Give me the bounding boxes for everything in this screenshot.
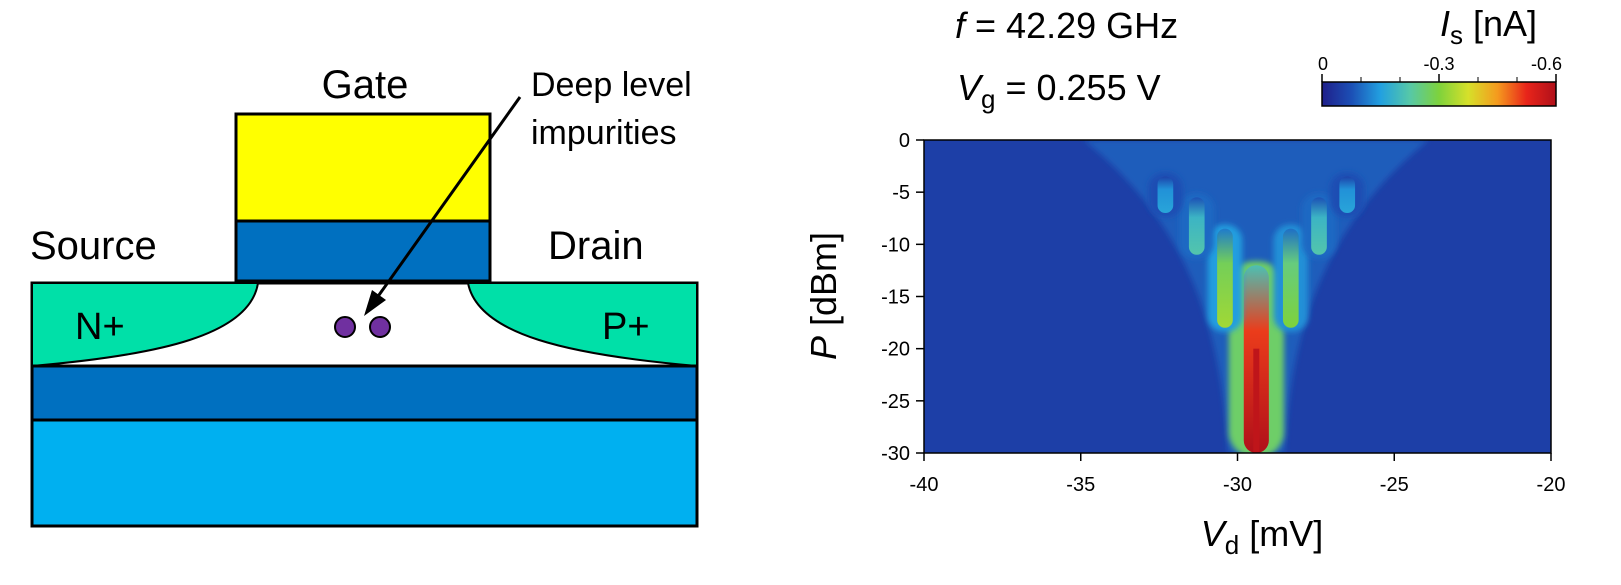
p-plus-region — [466, 282, 698, 368]
impurity-arrow — [372, 96, 522, 303]
colorbar: Is [nA] 0 -0.3 -0.6 — [1318, 3, 1562, 107]
x-tick-label: -35 — [1066, 474, 1095, 496]
colorbar-title: Is [nA] — [1440, 3, 1537, 50]
frequency-annotation: f = 42.29 GHz — [955, 5, 1178, 46]
x-tick-label: -40 — [910, 474, 939, 496]
n-plus-label: N+ — [75, 306, 125, 348]
y-tick-label: -15 — [881, 287, 910, 309]
drain-label: Drain — [548, 224, 644, 268]
substrate — [30, 418, 699, 528]
current-peak-streak — [1188, 197, 1205, 255]
device-diagram: Gate Source Drain N+ P+ Deep level impur… — [30, 63, 699, 528]
x-tick-label: -30 — [1223, 474, 1252, 496]
source-label: Source — [30, 224, 157, 268]
y-axis-label: P [dBm] — [803, 232, 844, 360]
current-peak-streak — [1339, 176, 1356, 214]
current-peak-streak — [1157, 176, 1174, 214]
colorbar-tick-label: -0.3 — [1423, 54, 1454, 74]
gate-metal — [234, 112, 492, 223]
colorbar-gradient — [1321, 81, 1557, 107]
impurity-arrowhead — [364, 290, 386, 316]
current-peak-streak — [1217, 228, 1233, 328]
current-peak-streak — [1282, 228, 1299, 328]
x-tick-label: -25 — [1380, 474, 1409, 496]
current-peak-streak — [1311, 197, 1327, 255]
impurity-dot — [369, 316, 391, 338]
x-tick-label: -20 — [1537, 474, 1566, 496]
y-tick-label: 0 — [899, 130, 910, 152]
gate-label: Gate — [322, 63, 409, 107]
buried-layer — [30, 364, 699, 422]
heatmap-chart: -40 -35 -30 -25 -20 0 -5 -10 -15 -20 -25 -30 Vd [m… — [803, 130, 1565, 560]
y-tick-label: -20 — [881, 339, 910, 361]
p-plus-label: P+ — [602, 306, 650, 348]
impurity-label-line1: Deep level — [531, 66, 692, 104]
gate-voltage-annotation: Vg = 0.255 V — [957, 67, 1161, 114]
y-tick-label: -5 — [892, 182, 910, 204]
gate-oxide — [234, 219, 492, 283]
colorbar-tick-label: -0.6 — [1531, 54, 1562, 74]
impurity-label-line2: impurities — [531, 114, 676, 152]
y-tick-label: -30 — [881, 443, 910, 465]
x-axis-label: Vd [mV] — [1201, 513, 1324, 560]
n-plus-region — [31, 282, 260, 368]
colorbar-tick-label: 0 — [1318, 54, 1328, 74]
impurity-dot — [334, 316, 356, 338]
peak-core — [1253, 348, 1260, 453]
y-tick-label: -25 — [881, 391, 910, 413]
measurement-conditions: f = 42.29 GHz Vg = 0.255 V — [955, 5, 1178, 114]
y-tick-label: -10 — [881, 234, 910, 256]
